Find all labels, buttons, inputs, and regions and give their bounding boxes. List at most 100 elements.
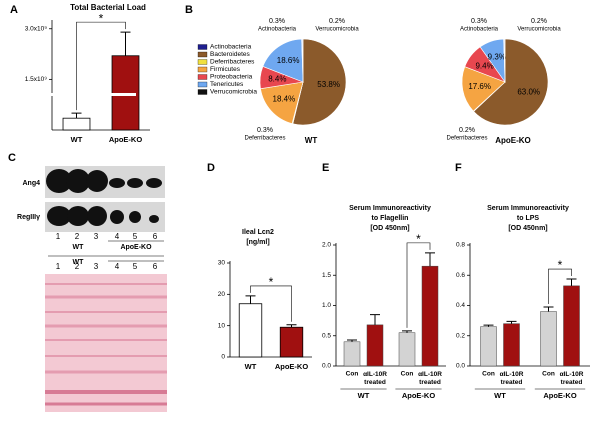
slice-label: 0.3%	[471, 18, 487, 25]
bar	[111, 55, 140, 131]
panel-letter: E	[322, 162, 329, 174]
significance-bracket	[406, 242, 431, 328]
group-label: WT	[73, 244, 85, 251]
chart-title: [OD 450nm]	[508, 225, 547, 232]
slice-label: 18.4%	[273, 94, 296, 103]
lane-number: 1	[56, 262, 61, 271]
pie-slice	[302, 38, 304, 83]
legend-swatch	[197, 66, 208, 73]
slice-label: 63.0%	[517, 87, 540, 96]
axis-break	[104, 93, 136, 96]
slice-label: 8.4%	[268, 74, 286, 83]
bar	[563, 285, 580, 367]
y-tick-label: 1.5x10⁹	[25, 76, 48, 83]
significance-star: *	[269, 275, 274, 289]
y-tick-label: 1.5	[322, 272, 331, 279]
reg3g-bands	[47, 206, 159, 226]
bar	[540, 311, 557, 367]
chart-title: [ng/ml]	[246, 239, 269, 246]
chart-title: Serum Immunoreactivity	[487, 205, 569, 212]
lane-number: 4	[115, 262, 120, 271]
y-tick-label: 0.0	[322, 363, 331, 370]
x-tick-label: ApoE-KO	[275, 362, 308, 371]
group-label: WT	[494, 391, 506, 400]
significance-bracket	[250, 285, 292, 322]
panel-letter: F	[455, 162, 462, 174]
y-tick-label: 0.5	[322, 332, 331, 339]
pie-slice	[262, 38, 304, 83]
chart-title: [OD 450nm]	[370, 225, 409, 232]
slice-label: 17.6%	[468, 82, 491, 91]
legend-label: Firmicutes	[210, 66, 241, 73]
lane-number: 2	[75, 232, 80, 241]
series-label: αIL-10R treated	[500, 371, 524, 386]
error-bar	[483, 324, 494, 327]
group-label: ApoE-KO	[543, 391, 576, 400]
series-label: αIL-10R treated	[418, 371, 442, 386]
lane-number: 1	[56, 232, 61, 241]
error-bar	[402, 330, 412, 333]
error-bar	[347, 339, 357, 342]
slice-label: 0.2%	[329, 18, 345, 25]
error-bar	[425, 252, 435, 267]
significance-bracket	[76, 21, 126, 111]
lane-number: 4	[115, 232, 120, 241]
significance-bracket	[548, 268, 572, 305]
x-tick-label: WT	[71, 135, 83, 144]
panel-letter: C	[8, 152, 16, 164]
ang4-bands	[46, 169, 162, 193]
significance-star: *	[558, 258, 563, 272]
error-bar	[566, 278, 577, 286]
y-tick-label: 10	[218, 322, 226, 329]
pie-slice	[461, 66, 506, 112]
y-tick-label: 0.4	[456, 302, 465, 309]
error-bar	[245, 295, 256, 304]
y-tick-label: 20	[218, 291, 226, 298]
slice-label: 9.3%	[488, 53, 506, 62]
slice-name: Verrucomicrobia	[517, 27, 561, 33]
ponceau-bands	[45, 283, 167, 406]
lane-number: 6	[153, 262, 158, 271]
band-label: Ang4	[23, 180, 41, 187]
band-label: RegIIIγ	[17, 214, 40, 221]
bar	[503, 323, 520, 367]
pie-slice	[473, 38, 549, 126]
slice-label: 0.3%	[257, 127, 273, 134]
lane-number: 2	[75, 262, 80, 271]
panel-letter: A	[10, 4, 18, 16]
significance-star: *	[416, 232, 421, 246]
bar	[398, 332, 416, 367]
y-tick-label: 0.0	[456, 363, 465, 370]
pie-title: WT	[305, 136, 318, 145]
pie-slice	[260, 81, 304, 124]
panel-letter: D	[207, 162, 215, 174]
lane-number: 5	[133, 262, 138, 271]
bar	[343, 341, 361, 367]
y-tick-label: 30	[218, 260, 226, 267]
error-bar	[286, 324, 297, 328]
pie-title: ApoE-KO	[495, 136, 531, 145]
group-label: ApoE-KO	[402, 391, 435, 400]
bar	[238, 303, 263, 358]
group-label: WT	[73, 259, 85, 266]
group-label: WT	[358, 391, 370, 400]
slice-label: 0.2%	[459, 127, 475, 134]
x-tick-label: ApoE-KO	[109, 135, 142, 144]
axis-break	[49, 93, 55, 96]
slice-name: Actinobacteria	[460, 27, 499, 33]
slice-label: 0.3%	[269, 18, 285, 25]
slice-name: Verrucomicrobia	[315, 27, 359, 33]
pie-slice	[504, 38, 506, 83]
y-tick-label: 1.0	[322, 302, 331, 309]
legend-label: Deferribacteres	[210, 59, 255, 66]
legend-swatch	[197, 89, 208, 95]
bar	[421, 265, 439, 367]
legend-swatch	[197, 51, 208, 58]
western-blot: Ang4 RegIIIγ WT ApoE-KO	[17, 166, 167, 412]
slice-label: 18.6%	[277, 56, 300, 65]
slice-label: 53.8%	[317, 80, 340, 89]
y-tick-label: 0.2	[456, 332, 465, 339]
y-tick-label: 2.0	[322, 242, 331, 249]
legend-label: Actinobacteria	[210, 44, 252, 51]
